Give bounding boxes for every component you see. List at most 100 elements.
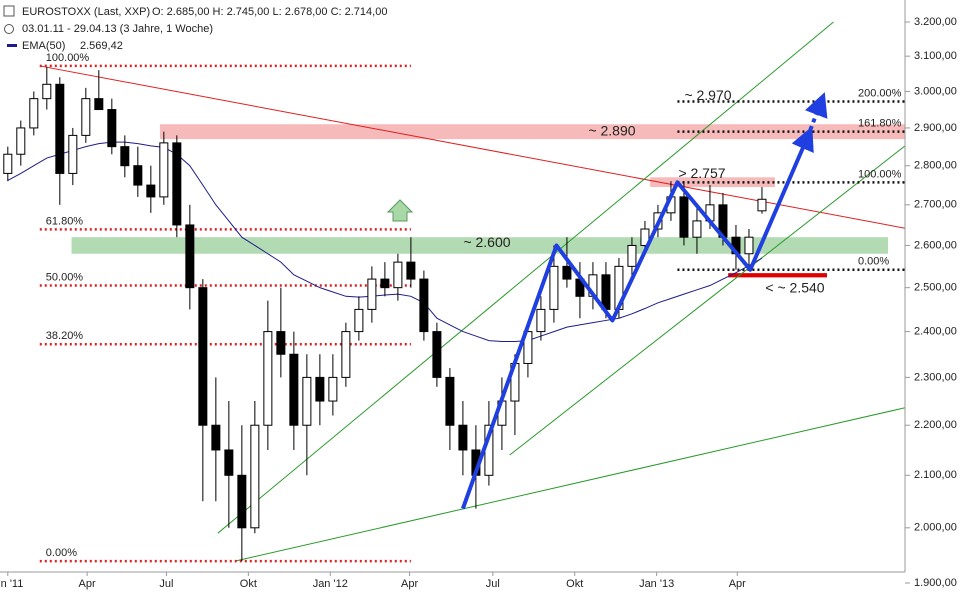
candle-body [692, 220, 702, 238]
fib-label: 38.20% [46, 330, 84, 342]
y-tick-label: 3.200,00 [914, 16, 957, 28]
x-tick-label: Apr [729, 578, 746, 590]
candle-body [250, 424, 260, 529]
candle-body [55, 83, 65, 174]
candle-body [549, 265, 559, 310]
candle-body [315, 376, 325, 402]
ema-value: 2.569,42 [80, 40, 123, 52]
trendline [217, 21, 834, 534]
x-tick-label: Okt [566, 578, 583, 590]
y-tick-label: 2.900,00 [914, 122, 957, 134]
candle-body [458, 424, 468, 451]
candle-body [562, 265, 572, 280]
candle-body [640, 228, 650, 246]
x-tick-label: Jan '13 [639, 578, 674, 590]
fib-label: 200.00% [858, 87, 902, 99]
candle-body [744, 236, 754, 255]
candle-body [159, 142, 169, 198]
x-tick-label: Jul [159, 578, 173, 590]
fib-label: 61.80% [46, 215, 84, 227]
x-tick-label: Jan '12 [313, 578, 348, 590]
fib-label: 161.80% [858, 118, 902, 130]
clock-icon [4, 24, 14, 34]
fib-label: 50.00% [46, 271, 84, 283]
y-tick-label: 2.400,00 [914, 325, 957, 337]
y-tick-label: 2.200,00 [914, 419, 957, 431]
candle-body [16, 127, 26, 155]
y-tick-label: 2.000,00 [914, 522, 957, 534]
fib-label: 0.00% [858, 256, 889, 268]
candle-body [536, 308, 546, 333]
candle-body [133, 165, 143, 186]
header-bg [0, 0, 470, 54]
candle-body [185, 224, 195, 289]
candle-body [3, 153, 13, 174]
annotation: > 2.757 [678, 165, 725, 181]
symbol: EUROSTOXX (Last, XXP) [22, 6, 150, 18]
candle-body [276, 331, 286, 355]
candle-body [198, 287, 208, 426]
band [728, 273, 827, 278]
x-tick-label: Jul [486, 578, 500, 590]
x-tick-label: n '11 [1, 578, 24, 590]
candle-body [627, 244, 637, 267]
candle-body [237, 474, 247, 529]
x-tick-label: Apr [401, 578, 418, 590]
candle-body [419, 278, 429, 333]
y-tick-label: 2.700,00 [914, 199, 957, 211]
ema-legend-swatch [7, 44, 17, 47]
candle-body [393, 261, 403, 289]
y-tick-label: 3.100,00 [914, 50, 957, 62]
candle-body [432, 331, 442, 378]
candle-body [757, 198, 767, 212]
band [159, 124, 905, 140]
fib-label: 100.00% [46, 52, 90, 64]
date-range: 03.01.11 - 29.04.13 (3 Jahre, 1 Woche) [22, 23, 213, 35]
candle-body [406, 261, 416, 280]
ohlc: O: 2.685,00 H: 2.745,00 L: 2.678,00 C: 2… [152, 6, 387, 18]
candle-body [679, 196, 689, 238]
zigzag [461, 126, 814, 510]
fib-label: 100.00% [858, 168, 902, 180]
annotation: < ~ 2.540 [765, 279, 824, 295]
up-arrow-icon [386, 199, 414, 222]
candle-body [172, 142, 182, 226]
x-tick-label: Apr [79, 578, 96, 590]
candle-body [367, 278, 377, 310]
y-tick-label: 2.500,00 [914, 282, 957, 294]
annotation: ~ 2.890 [588, 122, 635, 138]
candle-body [81, 98, 91, 136]
y-tick-label: 2.800,00 [914, 160, 957, 172]
candle-body [94, 98, 104, 111]
candle-body [445, 376, 455, 426]
y-tick-label: 2.300,00 [914, 371, 957, 383]
candle-body [68, 134, 78, 174]
annotation: ~ 2.970 [684, 87, 731, 103]
y-tick-label: 2.100,00 [914, 469, 957, 481]
candle-body [341, 331, 351, 378]
candle-body [107, 109, 117, 148]
plot-area [3, 21, 905, 563]
candle-body [211, 424, 221, 451]
candle-body [601, 274, 611, 310]
fib-label: 0.00% [46, 547, 77, 559]
candle-body [302, 376, 312, 426]
y-tick-label: 3.000,00 [914, 85, 957, 97]
candle-body [120, 146, 130, 167]
annotation: ~ 2.600 [463, 234, 510, 250]
candle-body [146, 184, 156, 198]
candle-body [354, 308, 364, 333]
trendline [509, 145, 905, 456]
y-tick-label: 2.600,00 [914, 239, 957, 251]
candle-body [289, 353, 299, 426]
ema-legend: EMA(50) [22, 40, 65, 52]
trendline [234, 407, 905, 562]
y-tick-label: 1.900,00 [914, 577, 957, 589]
candle-body [380, 278, 390, 289]
candle-body [42, 83, 52, 100]
projection [804, 92, 828, 138]
candle-body [29, 98, 39, 129]
x-tick-label: Okt [240, 578, 257, 590]
candle-body [224, 449, 234, 476]
